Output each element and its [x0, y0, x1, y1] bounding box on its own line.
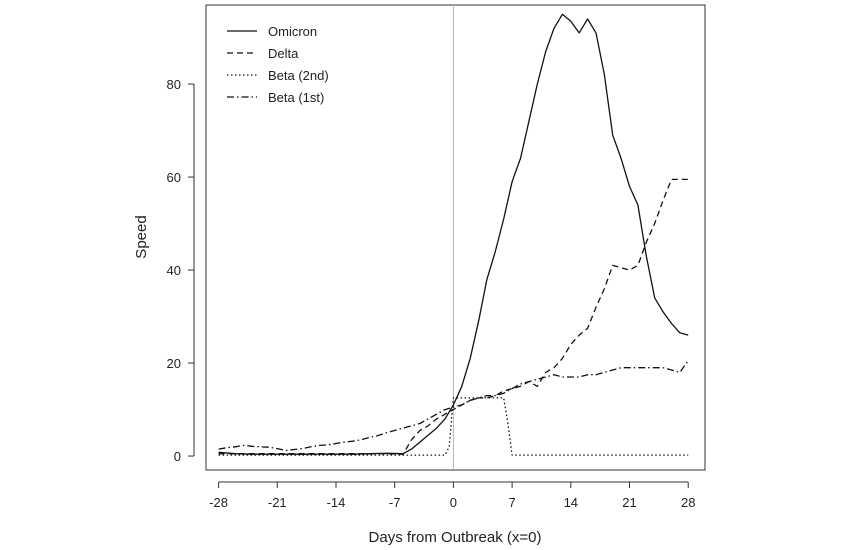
y-tick-label: 80	[167, 77, 181, 92]
x-tick-label: 0	[450, 495, 457, 510]
y-tick-label: 40	[167, 263, 181, 278]
y-tick-label: 60	[167, 170, 181, 185]
y-axis-title: Speed	[133, 215, 150, 258]
plot-frame	[205, 4, 706, 471]
series-line-beta-2nd	[218, 397, 689, 456]
x-tick-label: 28	[681, 495, 695, 510]
x-tick-label: -14	[327, 495, 346, 510]
legend: Omicron Delta Beta (2nd) Beta (1st)	[227, 24, 329, 105]
legend-label-beta-2nd: Beta (2nd)	[268, 68, 329, 83]
legend-label-beta-1st: Beta (1st)	[268, 90, 324, 105]
x-tick-label: 21	[622, 495, 636, 510]
y-tick-label: 0	[174, 449, 181, 464]
x-tick-label: -21	[268, 495, 287, 510]
x-tick-label: -28	[209, 495, 228, 510]
x-axis-title: Days from Outbreak (x=0)	[369, 529, 542, 546]
x-tick-label: -7	[389, 495, 401, 510]
legend-label-omicron: Omicron	[268, 24, 317, 39]
series-layer	[218, 13, 689, 456]
y-axis: 0 20 40 60 80	[167, 77, 195, 464]
series-line-delta	[218, 178, 689, 455]
series-line-beta-1st	[218, 360, 689, 452]
x-tick-label: 7	[508, 495, 515, 510]
x-axis: -28 -21 -14 -7 0 7 14 21 28	[209, 481, 695, 510]
y-tick-label: 20	[167, 356, 181, 371]
legend-label-delta: Delta	[268, 46, 299, 61]
x-tick-label: 14	[564, 495, 578, 510]
